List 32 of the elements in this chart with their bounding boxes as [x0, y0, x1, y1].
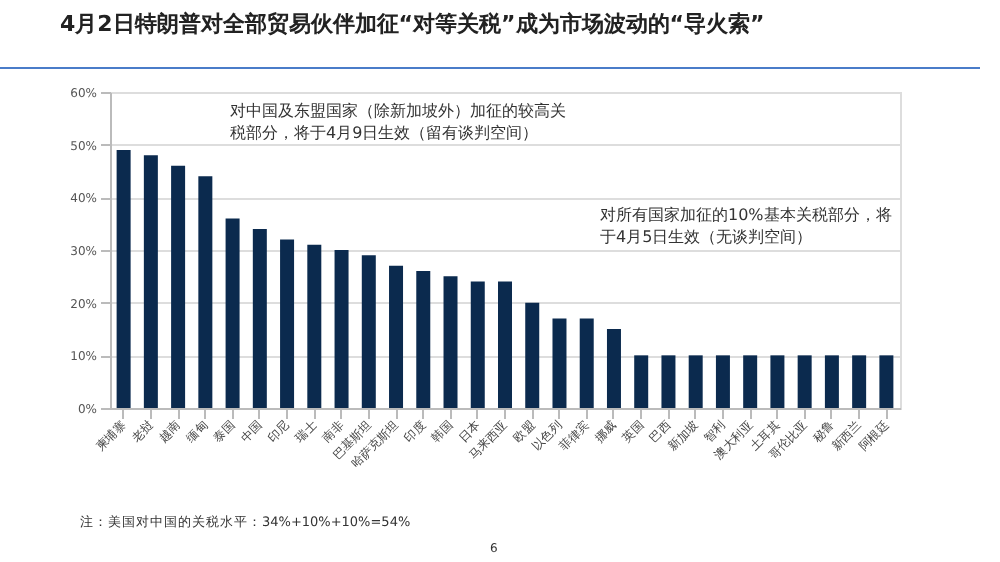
- bar: [634, 355, 649, 408]
- bar: [416, 271, 431, 408]
- bar: [552, 318, 567, 408]
- annotation: 对所有国家加征的10%基本关税部分，将于4月5日生效（无谈判空间）: [600, 206, 892, 246]
- bar: [688, 355, 703, 408]
- bar: [334, 250, 349, 408]
- bar: [852, 355, 867, 408]
- bar: [715, 355, 730, 408]
- bar: [470, 281, 485, 408]
- bar: [280, 239, 295, 408]
- bar: [797, 355, 812, 408]
- bar: [498, 281, 512, 408]
- bar: [116, 149, 131, 408]
- bar: [143, 155, 158, 408]
- bar: [606, 329, 621, 408]
- bar: [824, 355, 839, 408]
- bar: [443, 276, 458, 408]
- annotation: 对中国及东盟国家（除新加坡外）加征的较高关税部分，将于4月9日生效（留有谈判空间）: [230, 102, 566, 142]
- bar: [307, 244, 322, 408]
- bar: [389, 265, 404, 408]
- bar: [743, 355, 758, 408]
- bar: [171, 165, 186, 408]
- bar: [198, 176, 213, 408]
- bar: [579, 318, 594, 408]
- bar: [525, 302, 540, 408]
- bar: [661, 355, 676, 408]
- bar: [252, 228, 267, 408]
- bar: [225, 218, 240, 408]
- bar: [361, 255, 376, 408]
- bar: [879, 355, 894, 408]
- bar: [770, 355, 785, 408]
- chart-title: 4月2日特朗普对全部贸易伙伴加征“对等关税”成为市场波动的“导火索”: [60, 11, 765, 37]
